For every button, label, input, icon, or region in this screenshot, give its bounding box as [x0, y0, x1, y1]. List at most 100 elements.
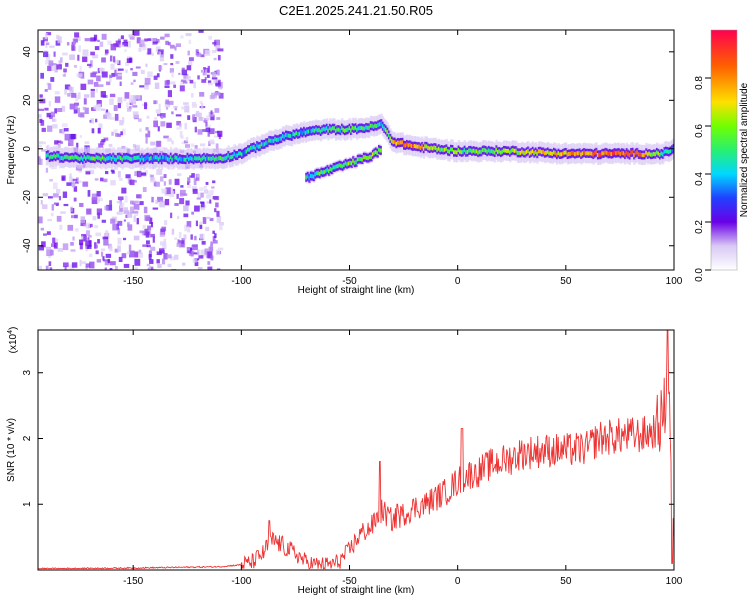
main-ridge-core	[95, 155, 99, 160]
noise-speckle	[71, 262, 78, 268]
main-ridge-core	[316, 128, 320, 133]
main-ridge-core	[580, 152, 583, 157]
main-ridge-core	[428, 146, 432, 151]
noise-speckle	[38, 216, 43, 224]
main-ridge-core	[309, 128, 312, 133]
colorbar-gradient	[710, 29, 738, 271]
main-ridge-core	[669, 148, 672, 153]
noise-speckle	[158, 49, 164, 52]
noise-speckle	[187, 50, 190, 56]
noise-speckle	[183, 102, 189, 105]
noise-speckle	[83, 224, 87, 227]
noise-speckle	[200, 192, 204, 198]
main-ridge-core	[313, 128, 317, 133]
noise-speckle	[79, 135, 83, 138]
noise-speckle	[45, 42, 50, 46]
noise-speckle	[84, 107, 89, 115]
main-ridge-core	[646, 152, 650, 157]
main-ridge-core	[584, 151, 588, 156]
main-ridge-core	[178, 156, 182, 161]
noise-speckle	[141, 172, 147, 176]
main-ridge-core	[298, 131, 301, 136]
main-ridge-core	[250, 145, 253, 150]
noise-speckle	[189, 79, 194, 84]
noise-speckle	[193, 81, 196, 89]
noise-speckle	[178, 231, 182, 239]
noise-speckle	[199, 143, 206, 147]
main-ridge-core	[512, 148, 515, 153]
noise-speckle	[152, 41, 159, 44]
lower-ridge-core	[323, 170, 326, 175]
figure-title: C2E1.2025.241.21.50.R05	[279, 3, 433, 18]
main-ridge-core	[380, 121, 383, 126]
noise-speckle	[54, 65, 58, 73]
noise-speckle	[104, 49, 109, 54]
noise-speckle	[185, 144, 190, 148]
main-ridge-core	[216, 156, 220, 161]
main-ridge-core	[48, 155, 52, 160]
colorbar-tick-label: 0.8	[694, 76, 705, 90]
noise-speckle	[184, 122, 188, 130]
main-ridge-core	[501, 149, 504, 154]
main-ridge-core	[256, 143, 259, 148]
noise-speckle	[42, 37, 48, 42]
main-ridge-core	[558, 152, 562, 157]
main-ridge-core	[94, 156, 97, 161]
noise-speckle	[91, 128, 95, 134]
noise-speckle	[90, 91, 95, 98]
noise-speckle	[187, 115, 191, 120]
noise-speckle	[188, 39, 192, 44]
noise-speckle	[145, 127, 149, 131]
snr-x-label: Height of straight line (km)	[298, 585, 415, 596]
main-ridge-core	[204, 157, 208, 162]
noise-speckle	[195, 110, 200, 117]
svg-text:(x104): (x104)	[7, 327, 19, 354]
noise-speckle	[123, 39, 128, 44]
noise-speckle	[146, 115, 150, 119]
noise-speckle	[163, 135, 169, 139]
main-ridge-core	[284, 132, 288, 137]
main-ridge-core	[213, 157, 217, 162]
main-ridge-core	[566, 152, 569, 157]
noise-speckle	[50, 77, 55, 82]
noise-speckle	[212, 235, 216, 241]
noise-speckle	[176, 120, 181, 126]
noise-speckle	[148, 254, 152, 260]
noise-speckle	[197, 75, 200, 80]
noise-speckle	[73, 38, 78, 43]
main-ridge-core	[247, 147, 250, 152]
noise-speckle	[49, 267, 53, 270]
noise-speckle	[216, 210, 220, 217]
noise-speckle	[144, 169, 148, 175]
colorbar-label: Normalized spectral amplitude	[739, 82, 750, 217]
main-ridge-core	[536, 151, 539, 156]
main-ridge-core	[540, 150, 544, 155]
noise-speckle	[149, 217, 153, 225]
noise-speckle	[117, 170, 121, 178]
main-ridge-core	[490, 149, 494, 154]
noise-speckle	[216, 268, 221, 270]
main-ridge-core	[244, 150, 247, 155]
main-ridge-core	[340, 126, 344, 131]
lower-ridge-core	[376, 151, 379, 156]
main-ridge-core	[292, 132, 295, 137]
noise-speckle	[104, 260, 110, 266]
noise-speckle	[123, 98, 127, 102]
noise-speckle	[45, 60, 50, 65]
noise-speckle	[126, 107, 132, 112]
main-ridge-core	[100, 157, 103, 162]
main-ridge-core	[56, 153, 59, 158]
main-ridge-core	[109, 155, 112, 160]
noise-speckle	[170, 212, 173, 219]
noise-speckle	[109, 55, 113, 62]
noise-speckle	[194, 145, 198, 149]
lower-ridge-core	[311, 174, 314, 179]
main-ridge-core	[51, 154, 55, 159]
noise-speckle	[126, 40, 131, 48]
snr-panel: -150 -100 -50 0 50 100 1 2 3 Height of straight…	[6, 327, 683, 596]
noise-speckle	[133, 203, 140, 211]
noise-speckle	[117, 220, 123, 226]
main-ridge-core	[297, 132, 300, 137]
noise-speckle	[154, 181, 160, 187]
noise-speckle	[108, 143, 113, 147]
